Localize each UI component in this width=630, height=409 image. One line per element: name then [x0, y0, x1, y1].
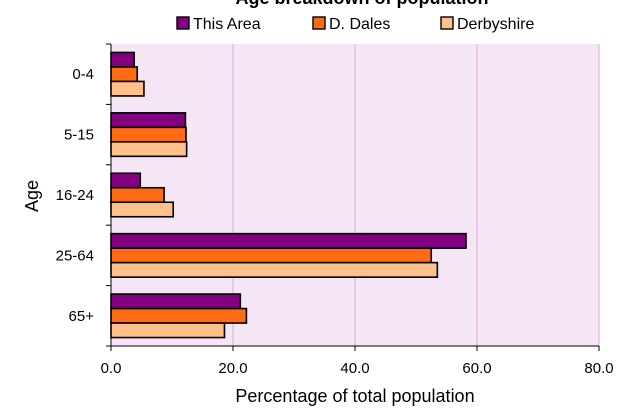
bar-d-dales-5-15 [110, 126, 187, 143]
y-tick-label: 25-64 [56, 247, 94, 264]
x-axis-title: Percentage of total population [235, 386, 474, 406]
x-tick-label: 80.0 [584, 360, 613, 377]
x-tick-label: 40.0 [340, 360, 369, 377]
bar-derbyshire-65+ [110, 322, 226, 339]
bar-this-area-5-15 [110, 112, 187, 129]
legend: This Area D. Dales Derbyshire [176, 16, 534, 33]
y-axis-title: Age [22, 180, 42, 212]
bar-derbyshire-25-64 [110, 261, 439, 278]
bar-derbyshire-5-15 [110, 141, 188, 158]
bar-d-dales-65+ [110, 307, 248, 324]
legend-swatch [176, 16, 190, 30]
chart-title: Age breakdown of population [236, 0, 489, 8]
legend-label: This Area [193, 16, 261, 33]
x-tick-label: 0.0 [101, 360, 122, 377]
y-tick-label: 65+ [69, 308, 95, 325]
legend-label: D. Dales [329, 16, 390, 33]
y-tick-label: 0-4 [72, 66, 94, 83]
bar-this-area-16-24 [110, 172, 142, 189]
y-tick-label: 5-15 [64, 127, 94, 144]
bar-derbyshire-0-4 [110, 80, 145, 97]
tick-labels: 0.0 20.0 40.0 60.0 80.0 0-4 5-15 16-24 25-64 65+ [56, 66, 614, 377]
bar-derbyshire-16-24 [110, 201, 175, 218]
x-tick-label: 20.0 [218, 360, 247, 377]
bar-d-dales-0-4 [110, 66, 139, 83]
y-tick-label: 16-24 [56, 187, 94, 204]
legend-swatch [440, 16, 454, 30]
bar-this-area-65+ [110, 293, 242, 310]
bar-d-dales-16-24 [110, 186, 165, 204]
bar-d-dales-25-64 [110, 247, 433, 264]
x-tick-label: 60.0 [462, 360, 491, 377]
bar-this-area-25-64 [110, 232, 467, 249]
legend-label: Derbyshire [457, 16, 534, 33]
legend-swatch [312, 16, 326, 30]
axes [106, 43, 600, 351]
bar-this-area-0-4 [110, 51, 135, 68]
